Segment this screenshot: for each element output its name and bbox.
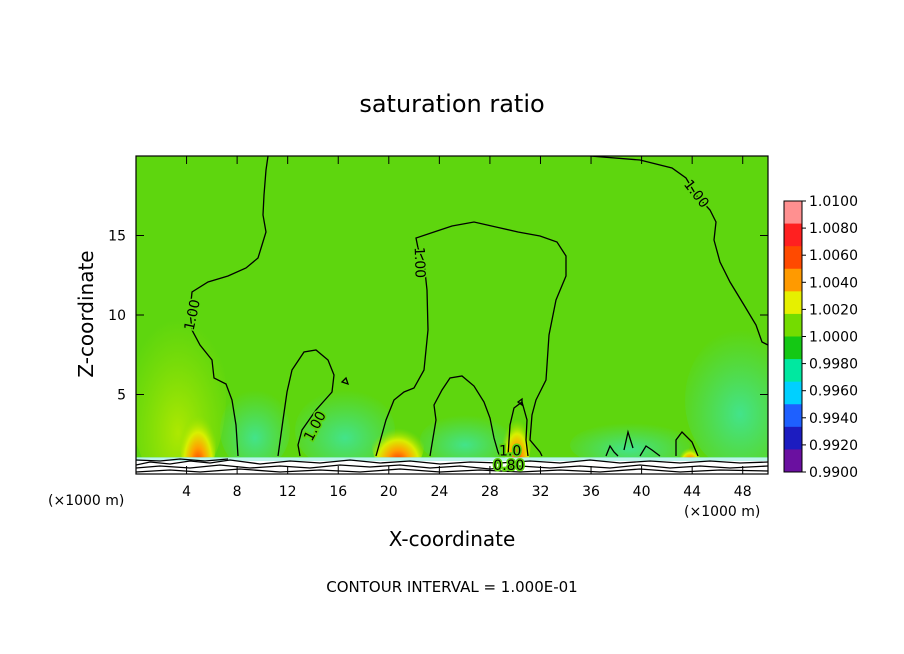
x-ticks: 4 8 12 16 20 24 28 32 36 40 44 48 [182, 156, 752, 500]
colorbar-swatch [784, 381, 802, 405]
colorbar-swatch [784, 426, 802, 450]
colorbar-swatch [784, 336, 802, 360]
x-unit-left: (×1000 m) [48, 493, 124, 509]
y-tick-label: 10 [108, 308, 126, 324]
colorbar-label: 0.9920 [809, 438, 858, 454]
contour-line [136, 464, 768, 470]
x-tick-label: 36 [582, 484, 600, 500]
x-tick-label: 24 [430, 484, 448, 500]
colorbar-label: 1.0040 [809, 275, 858, 291]
colorbar-label: 1.0060 [809, 248, 858, 264]
field-shading [136, 300, 768, 474]
colorbar-swatch [784, 223, 802, 247]
x-tick-label: 16 [329, 484, 347, 500]
contour-line [277, 349, 335, 457]
contour-line [589, 156, 768, 346]
x-tick-label: 12 [279, 484, 297, 500]
contour-line [340, 376, 350, 386]
contour-line [189, 156, 269, 457]
colorbar-swatch [784, 449, 802, 473]
colorbar-label: 0.9900 [809, 465, 858, 481]
y-tick-label: 5 [117, 388, 126, 404]
contour-lines [136, 156, 768, 473]
contour-line [605, 444, 619, 457]
colorbar-label: 0.9940 [809, 411, 858, 427]
colorbar: 1.0100 1.0080 1.0060 1.0040 1.0020 1.0000 0.99… [783, 194, 858, 481]
x-tick-label: 32 [532, 484, 550, 500]
cool-region [685, 330, 768, 470]
contour-line [639, 445, 661, 457]
x-tick-label: 8 [233, 484, 242, 500]
y-tick-label: 15 [108, 229, 126, 245]
colorbar-label: 0.9980 [809, 357, 858, 373]
contour-label: 1.0 [499, 444, 521, 460]
colorbar-label: 1.0080 [809, 221, 858, 237]
x-axis-label: X-coordinate [389, 527, 516, 551]
colorbar-label: 1.0020 [809, 302, 858, 318]
colorbar-swatch [784, 291, 802, 315]
chart-title: saturation ratio [359, 90, 544, 118]
contour-line [375, 221, 567, 457]
colorbar-swatch [784, 268, 802, 292]
contour-label: 0.80 [493, 458, 524, 474]
colorbar-label: 0.9960 [809, 384, 858, 400]
x-tick-label: 40 [633, 484, 651, 500]
colorbar-swatch [784, 359, 802, 383]
contour-interval-note: CONTOUR INTERVAL = 1.000E-01 [326, 578, 577, 596]
contour-line [429, 375, 501, 457]
cool-region [420, 415, 510, 465]
colorbar-label: 1.0000 [809, 330, 858, 346]
contour-line [623, 429, 634, 451]
cool-region [295, 390, 395, 470]
contour-line [516, 397, 523, 407]
y-ticks: 5 10 15 [108, 229, 768, 404]
x-tick-label: 4 [182, 484, 191, 500]
x-tick-label: 20 [380, 484, 398, 500]
contour-line [136, 458, 229, 462]
x-unit-right: (×1000 m) [684, 504, 760, 520]
colorbar-swatch [784, 404, 802, 428]
x-tick-label: 48 [734, 484, 752, 500]
y-axis-label: Z-coordinate [74, 250, 98, 377]
colorbar-swatch [784, 313, 802, 337]
colorbar-swatch [784, 246, 802, 270]
contour-line [136, 459, 768, 466]
surface-tint [136, 457, 768, 461]
plot-area: 1.001.001.001.001.00.80 4 8 12 16 20 24 28 32 36… [108, 155, 769, 500]
colorbar-label: 1.0100 [809, 194, 858, 210]
x-tick-label: 44 [683, 484, 701, 500]
contour-line [675, 431, 699, 457]
contour-line [136, 468, 768, 473]
hot-spot [180, 398, 216, 474]
x-tick-label: 28 [481, 484, 499, 500]
contour-label: 1.00 [411, 247, 428, 279]
colorbar-swatch [784, 201, 802, 225]
